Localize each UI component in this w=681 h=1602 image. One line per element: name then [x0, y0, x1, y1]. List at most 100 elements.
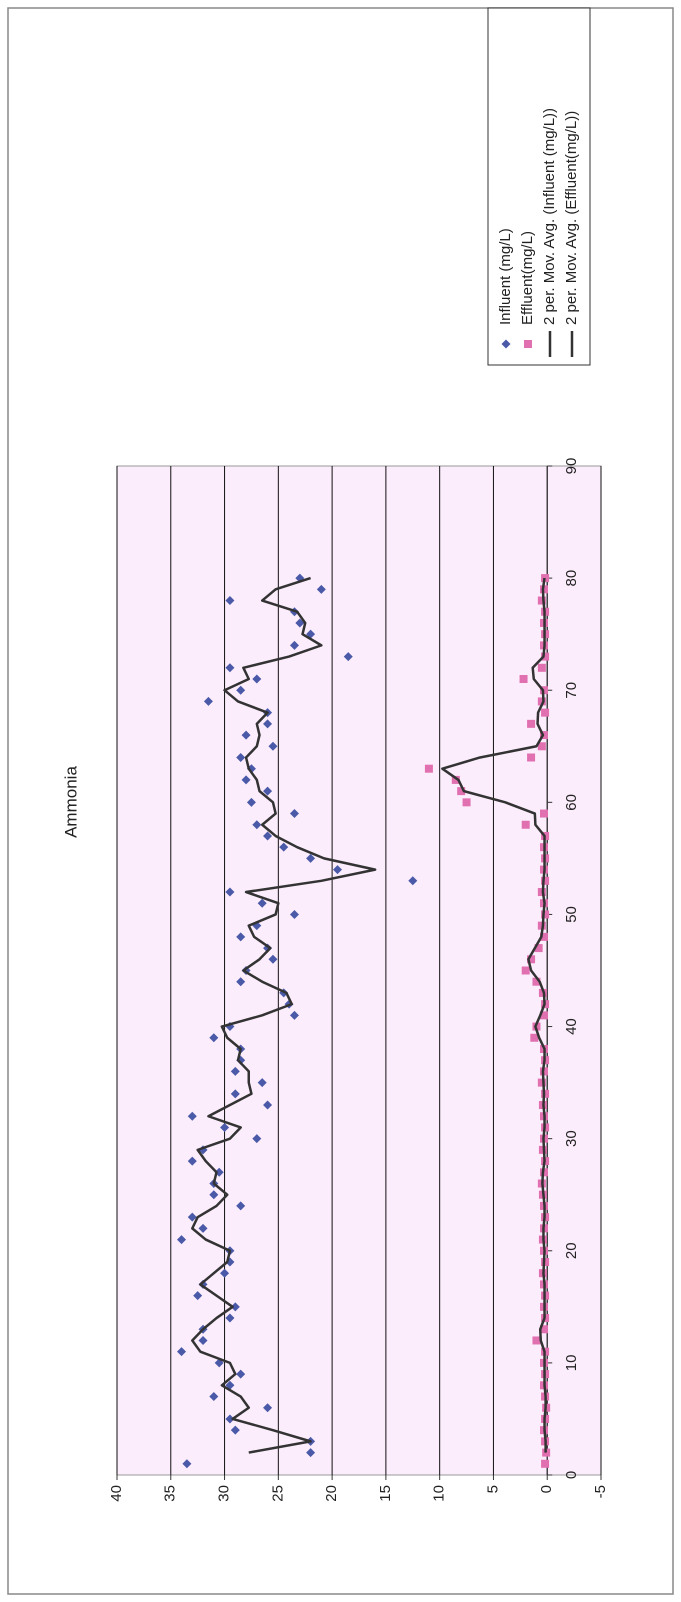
x-tick-label: 30 [563, 1130, 580, 1147]
influent-point [263, 1403, 273, 1413]
effluent-point [541, 1459, 550, 1468]
effluent-point [424, 764, 433, 773]
influent-point [177, 1235, 187, 1245]
influent-point [225, 1313, 235, 1323]
influent-point [230, 1425, 240, 1435]
influent-point [225, 1414, 235, 1424]
influent-point [289, 909, 299, 919]
y-tick-label: 25 [269, 1485, 286, 1502]
influent-point [230, 1089, 240, 1099]
influent-point [225, 887, 235, 897]
legend-label: Influent (mg/L) [497, 228, 514, 325]
effluent-point [537, 663, 546, 672]
influent-point [257, 898, 267, 908]
legend-label: 2 per. Mov. Avg. (Influent (mg/L)) [541, 108, 558, 325]
x-tick-label: 0 [563, 1471, 580, 1479]
effluent-point [462, 798, 471, 807]
influent-point [241, 730, 251, 740]
effluent-point [527, 719, 536, 728]
influent-point [279, 842, 289, 852]
x-tick-label: 10 [563, 1355, 580, 1372]
influent-point [198, 1335, 208, 1345]
influent-point [198, 1223, 208, 1233]
x-tick-label: 70 [563, 682, 580, 699]
influent-point [408, 876, 418, 886]
influent-point [230, 1066, 240, 1076]
influent-point [236, 932, 246, 942]
influent-point [241, 775, 251, 785]
influent-point [220, 1268, 230, 1278]
x-tick-label: 20 [563, 1242, 580, 1259]
y-tick-label: 15 [377, 1485, 394, 1502]
influent-point [289, 809, 299, 819]
influent-point [306, 1448, 316, 1458]
effluent-point [539, 809, 548, 818]
influent-point [193, 1291, 203, 1301]
influent-point [246, 764, 256, 774]
effluent-point [519, 675, 528, 684]
moving-average-line [191, 576, 377, 1454]
influent-point [177, 1347, 187, 1357]
influent-point [343, 652, 353, 662]
influent-point [203, 696, 213, 706]
legend-label: Effluent(mg/L) [519, 231, 536, 325]
y-tick-label: 5 [484, 1485, 501, 1493]
influent-point [236, 752, 246, 762]
influent-point [263, 831, 273, 841]
influent-point [268, 954, 278, 964]
effluent-point [532, 1336, 541, 1345]
influent-point [187, 1212, 197, 1222]
influent-point [209, 1190, 219, 1200]
influent-point [182, 1459, 192, 1469]
influent-point [306, 629, 316, 639]
influent-point [225, 1257, 235, 1267]
influent-point [263, 719, 273, 729]
effluent-point [530, 1033, 539, 1042]
influent-point [263, 786, 273, 796]
page-frame [7, 7, 674, 1595]
influent-point [209, 1392, 219, 1402]
y-tick-label: -5 [592, 1485, 609, 1498]
influent-point [225, 596, 235, 606]
influent-point [236, 685, 246, 695]
influent-point [236, 1369, 246, 1379]
legend-marker [524, 340, 532, 348]
influent-point [252, 820, 262, 830]
influent-point [268, 741, 278, 751]
influent-point [257, 1078, 267, 1088]
x-tick-label: 60 [563, 794, 580, 811]
influent-point [289, 1010, 299, 1020]
influent-point [252, 674, 262, 684]
influent-point [187, 1111, 197, 1121]
y-tick-label: 20 [323, 1485, 340, 1502]
effluent-point [537, 742, 546, 751]
effluent-point [521, 966, 530, 975]
legend-label: 2 per. Mov. Avg. (Effluent(mg/L)) [563, 111, 580, 325]
moving-average-line [441, 577, 547, 1453]
influent-point [252, 1134, 262, 1144]
influent-point [214, 1358, 224, 1368]
influent-point [241, 966, 251, 975]
y-tick-label: 40 [108, 1485, 125, 1502]
legend-box [487, 7, 591, 366]
effluent-point [527, 753, 536, 762]
influent-point [246, 797, 256, 807]
influent-point [332, 865, 342, 875]
influent-point [225, 1380, 235, 1390]
chart-title: Ammonia [61, 766, 80, 838]
x-tick-label: 50 [563, 906, 580, 923]
y-tick-label: 10 [431, 1485, 448, 1502]
effluent-point [521, 820, 530, 829]
x-tick-label: 80 [563, 570, 580, 587]
influent-point [225, 663, 235, 673]
influent-point [316, 584, 326, 594]
influent-point [236, 1201, 246, 1211]
y-tick-label: 35 [162, 1485, 179, 1502]
x-tick-label: 40 [563, 1018, 580, 1035]
influent-point [263, 1100, 273, 1110]
influent-point [209, 1033, 219, 1043]
influent-point [187, 1156, 197, 1166]
influent-point [306, 853, 316, 863]
effluent-point [541, 708, 550, 717]
